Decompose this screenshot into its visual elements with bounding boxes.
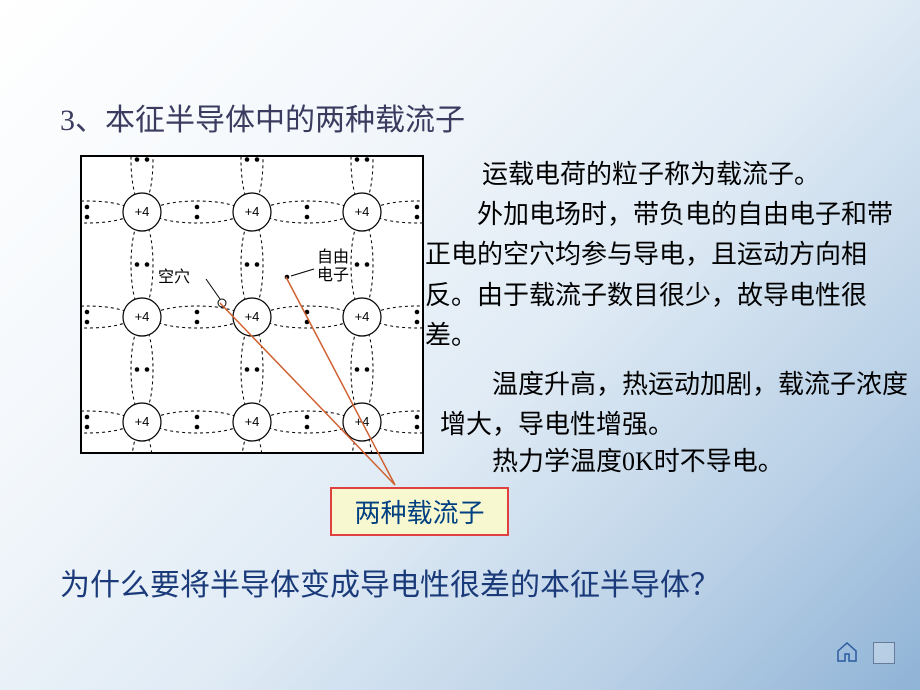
lattice-diagram: +4 +4 +4 +4 +4 +4 +4 +4 +4 空穴 自由电子 — [80, 155, 424, 454]
svg-text:+4: +4 — [355, 414, 370, 429]
svg-text:+4: +4 — [245, 309, 260, 324]
svg-text:空穴: 空穴 — [158, 268, 190, 286]
slide-title: 3、本征半导体中的两种载流子 — [60, 95, 465, 139]
callout-box: 两种载流子 — [330, 487, 509, 536]
svg-text:+4: +4 — [135, 309, 150, 324]
svg-text:+4: +4 — [355, 204, 370, 219]
svg-text:+4: +4 — [355, 309, 370, 324]
paragraph-2: 外加电场时，带负电的自由电子和带正电的空穴均参与导电，且运动方向相反。由于载流子… — [425, 195, 910, 356]
slide: 3、本征半导体中的两种载流子 +4+4+4+4+4+4+4+4+4空穴自由电子 … — [0, 0, 920, 690]
svg-text:+4: +4 — [135, 414, 150, 429]
next-icon[interactable] — [873, 642, 895, 664]
svg-text:+4: +4 — [245, 204, 260, 219]
question-text: 为什么要将半导体变成导电性很差的本征半导体？ — [60, 560, 720, 604]
svg-text:电子: 电子 — [317, 266, 349, 284]
svg-text:+4: +4 — [245, 414, 260, 429]
paragraph-3: 温度升高，热运动加剧，载流子浓度增大，导电性增强。 — [440, 365, 910, 446]
paragraph-1: 运载电荷的粒子称为载流子。 — [430, 155, 910, 195]
nav-icons — [835, 640, 895, 669]
svg-text:+4: +4 — [135, 204, 150, 219]
svg-text:自由: 自由 — [317, 248, 349, 266]
lattice-svg: +4 +4 +4 +4 +4 +4 +4 +4 +4 空穴 自由电子 — [82, 157, 422, 452]
home-icon[interactable] — [835, 640, 859, 664]
paragraph-4: 热力学温度0K时不导电。 — [440, 442, 910, 482]
